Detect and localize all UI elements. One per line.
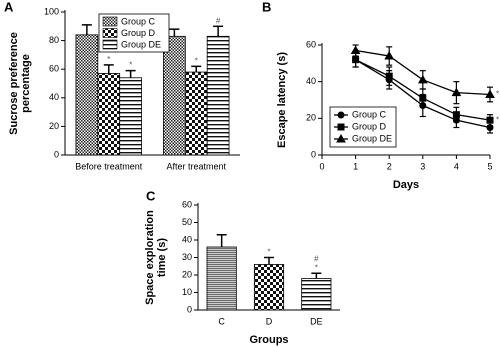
x-tick-label: 5 (487, 161, 492, 171)
bar (253, 264, 285, 311)
y-tick-label: 0 (187, 304, 192, 314)
y-tick-label: 60 (182, 199, 192, 209)
legend-label: Group DE (121, 39, 161, 49)
bar (75, 34, 99, 156)
annotation: * (129, 61, 132, 70)
marker (352, 56, 360, 64)
legend-marker (336, 133, 346, 143)
x-tick-label: 0 (319, 161, 324, 171)
y-tick-label: 60 (306, 39, 316, 49)
x-tick-label: Before treatment (75, 161, 143, 171)
y-tick-label: 20 (182, 269, 192, 279)
y-axis-title: percentage (20, 54, 32, 113)
bar (163, 35, 186, 156)
bar (184, 71, 208, 156)
y-tick-label: 40 (182, 234, 192, 244)
annotation: # (216, 16, 221, 25)
bar (206, 35, 230, 156)
x-axis-title: Days (393, 179, 419, 191)
bar (301, 278, 332, 311)
y-tick-label: 30 (182, 252, 192, 262)
y-tick-label: 60 (49, 64, 59, 74)
x-tick-label: 1 (353, 161, 358, 171)
annotation: * (496, 115, 499, 124)
x-tick-label: 3 (420, 161, 425, 171)
bar (97, 73, 121, 156)
legend-swatch (102, 16, 118, 27)
x-axis-title: Groups (249, 334, 288, 346)
y-tick-label: 50 (182, 217, 192, 227)
legend-label: Group D (352, 121, 387, 131)
y-tick-label: 100 (44, 6, 59, 16)
legend-marker (337, 111, 345, 119)
x-tick-label: After treatment (166, 161, 226, 171)
legend-marker (337, 123, 345, 131)
legend-label: Group C (352, 109, 387, 119)
x-tick-label: 4 (454, 161, 459, 171)
annotation: * (195, 56, 198, 65)
marker (350, 45, 361, 54)
x-tick-label: 2 (387, 161, 392, 171)
marker (452, 111, 460, 119)
y-tick-label: 20 (49, 121, 59, 131)
annotation: *,# (496, 90, 500, 99)
y-axis-title: time (s) (156, 238, 168, 277)
panel-label: C (146, 188, 156, 203)
y-tick-label: 0 (54, 149, 59, 159)
y-tick-label: 10 (182, 287, 192, 297)
legend-label: Group DE (352, 133, 392, 143)
marker (486, 116, 494, 124)
bar (119, 77, 142, 156)
panel-label: B (262, 0, 271, 14)
marker (485, 89, 495, 98)
x-tick-label: DE (310, 316, 323, 326)
x-tick-label: D (266, 316, 273, 326)
y-axis-title: Sucrose preference (8, 32, 20, 135)
marker (384, 50, 395, 60)
annotation: * (107, 55, 110, 64)
annotation: * (315, 263, 318, 272)
y-tick-label: 40 (306, 76, 316, 86)
legend-swatch (102, 39, 118, 50)
marker (451, 87, 462, 97)
legend-label: Group C (121, 16, 156, 26)
marker (385, 72, 393, 80)
y-tick-label: 0 (311, 149, 316, 159)
x-tick-label: C (218, 316, 225, 326)
panel-label: A (4, 0, 14, 14)
annotation: * (267, 248, 270, 257)
marker (417, 74, 428, 84)
y-tick-label: 20 (306, 113, 316, 123)
legend-swatch (102, 28, 118, 38)
bar (206, 246, 237, 311)
y-tick-label: 40 (49, 92, 59, 102)
y-tick-label: 80 (49, 35, 59, 45)
legend-label: Group D (121, 28, 156, 38)
y-axis-title: Escape latency (s) (276, 52, 288, 148)
y-axis-title: Space exploration (144, 210, 156, 305)
marker (419, 94, 427, 102)
annotation: # (314, 254, 319, 263)
